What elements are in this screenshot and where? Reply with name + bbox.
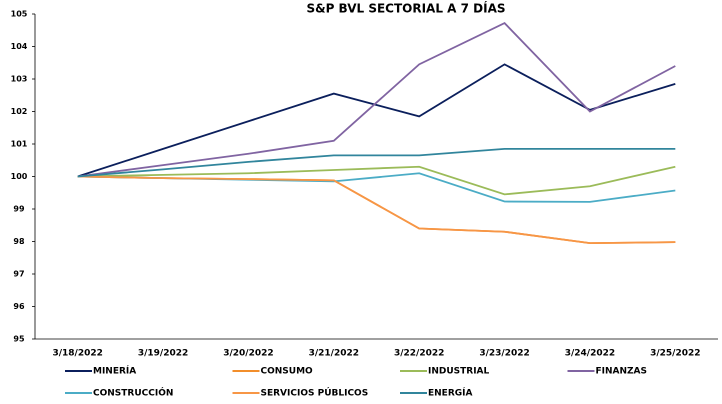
legend-label: SERVICIOS PÚBLICOS (261, 387, 369, 399)
x-tick-label: 3/22/2022 (394, 349, 444, 359)
line-series (77, 22, 676, 178)
y-tick-label: 100 (11, 172, 28, 181)
x-tick-label: 3/21/2022 (309, 349, 359, 359)
line-series (77, 165, 676, 196)
legend-label: MINERÍA (93, 365, 136, 377)
y-tick-label: 96 (13, 302, 25, 311)
y-tick-label: 104 (11, 42, 28, 51)
line-series (77, 175, 676, 245)
y-tick-label: 101 (11, 140, 28, 149)
legend-label: INDUSTRIAL (428, 367, 490, 377)
legend-label: CONSUMO (261, 367, 314, 377)
x-tick-label: 3/18/2022 (52, 349, 102, 359)
line-series (77, 63, 676, 178)
y-tick-label: 98 (13, 237, 25, 246)
x-tick-label: 3/20/2022 (223, 349, 273, 359)
legend-label: CONSTRUCCIÓN (93, 387, 173, 399)
x-tick-label: 3/19/2022 (138, 349, 188, 359)
y-tick-label: 99 (13, 205, 25, 214)
legend-label: ENERGÍA (428, 387, 472, 399)
y-tick-label: 105 (11, 10, 28, 19)
x-tick-label: 3/23/2022 (479, 349, 529, 359)
y-tick-label: 103 (11, 75, 28, 84)
line-series (77, 147, 676, 178)
chart-title: S&P BVL SECTORIAL A 7 DÍAS (306, 1, 505, 16)
y-tick-label: 102 (11, 107, 28, 116)
x-tick-label: 3/24/2022 (565, 349, 615, 359)
y-tick-label: 95 (13, 335, 25, 344)
x-tick-label: 3/25/2022 (650, 349, 700, 359)
y-tick-label: 97 (13, 270, 24, 279)
legend-label: FINANZAS (596, 367, 648, 377)
